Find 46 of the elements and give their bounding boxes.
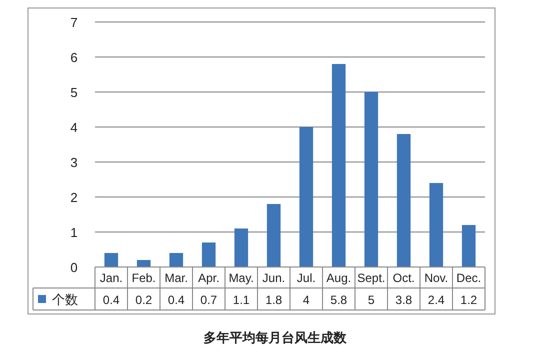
x-tick-label: Jun. — [262, 271, 286, 285]
data-label: 1.2 — [460, 293, 478, 307]
data-label: 0.2 — [135, 293, 152, 307]
bar — [136, 260, 151, 267]
bar — [462, 225, 476, 267]
bar — [396, 134, 411, 267]
bar — [299, 127, 314, 267]
y-tick-label: 5 — [70, 85, 78, 100]
x-tick-label: Sept. — [357, 271, 386, 285]
bar — [202, 242, 216, 267]
x-tick-label: Feb. — [132, 271, 156, 285]
x-tick-label: Oct. — [392, 271, 415, 285]
bar — [169, 253, 184, 267]
bar — [234, 228, 248, 267]
y-tick-label: 0 — [70, 260, 78, 275]
bar — [429, 183, 444, 267]
data-label: 2.4 — [428, 293, 445, 307]
y-tick-label: 7 — [70, 15, 78, 30]
data-label: 1.8 — [265, 293, 282, 307]
data-label: 1.1 — [232, 293, 250, 307]
x-tick-label: May. — [228, 271, 254, 285]
data-label: 5.8 — [330, 293, 348, 307]
legend-label: 个数 — [52, 292, 78, 307]
x-tick-label: Nov. — [424, 271, 448, 285]
data-label: 0.4 — [168, 293, 185, 307]
y-tick-label: 6 — [70, 50, 78, 65]
x-tick-label: Apr. — [198, 271, 220, 285]
x-tick-label: Jan. — [100, 271, 123, 285]
data-label: 0.7 — [200, 293, 218, 307]
bar — [266, 204, 281, 267]
data-label: 5 — [368, 293, 375, 307]
y-tick-label: 1 — [70, 225, 78, 240]
y-tick-label: 4 — [70, 120, 78, 135]
text: 多年平均每月台风生成数 — [204, 330, 348, 345]
y-tick-label: 2 — [70, 190, 78, 205]
x-tick-label: Aug. — [326, 271, 352, 285]
bar — [332, 64, 346, 267]
data-label: 3.8 — [395, 293, 412, 307]
x-tick-label: Jul. — [296, 271, 316, 285]
x-tick-label: Mar. — [164, 271, 188, 285]
data-label: 0.4 — [102, 293, 120, 307]
y-tick-label: 3 — [70, 155, 78, 170]
bar — [364, 92, 378, 267]
data-label: 4 — [302, 293, 310, 307]
bar — [104, 253, 118, 267]
x-tick-label: Dec. — [456, 271, 482, 285]
